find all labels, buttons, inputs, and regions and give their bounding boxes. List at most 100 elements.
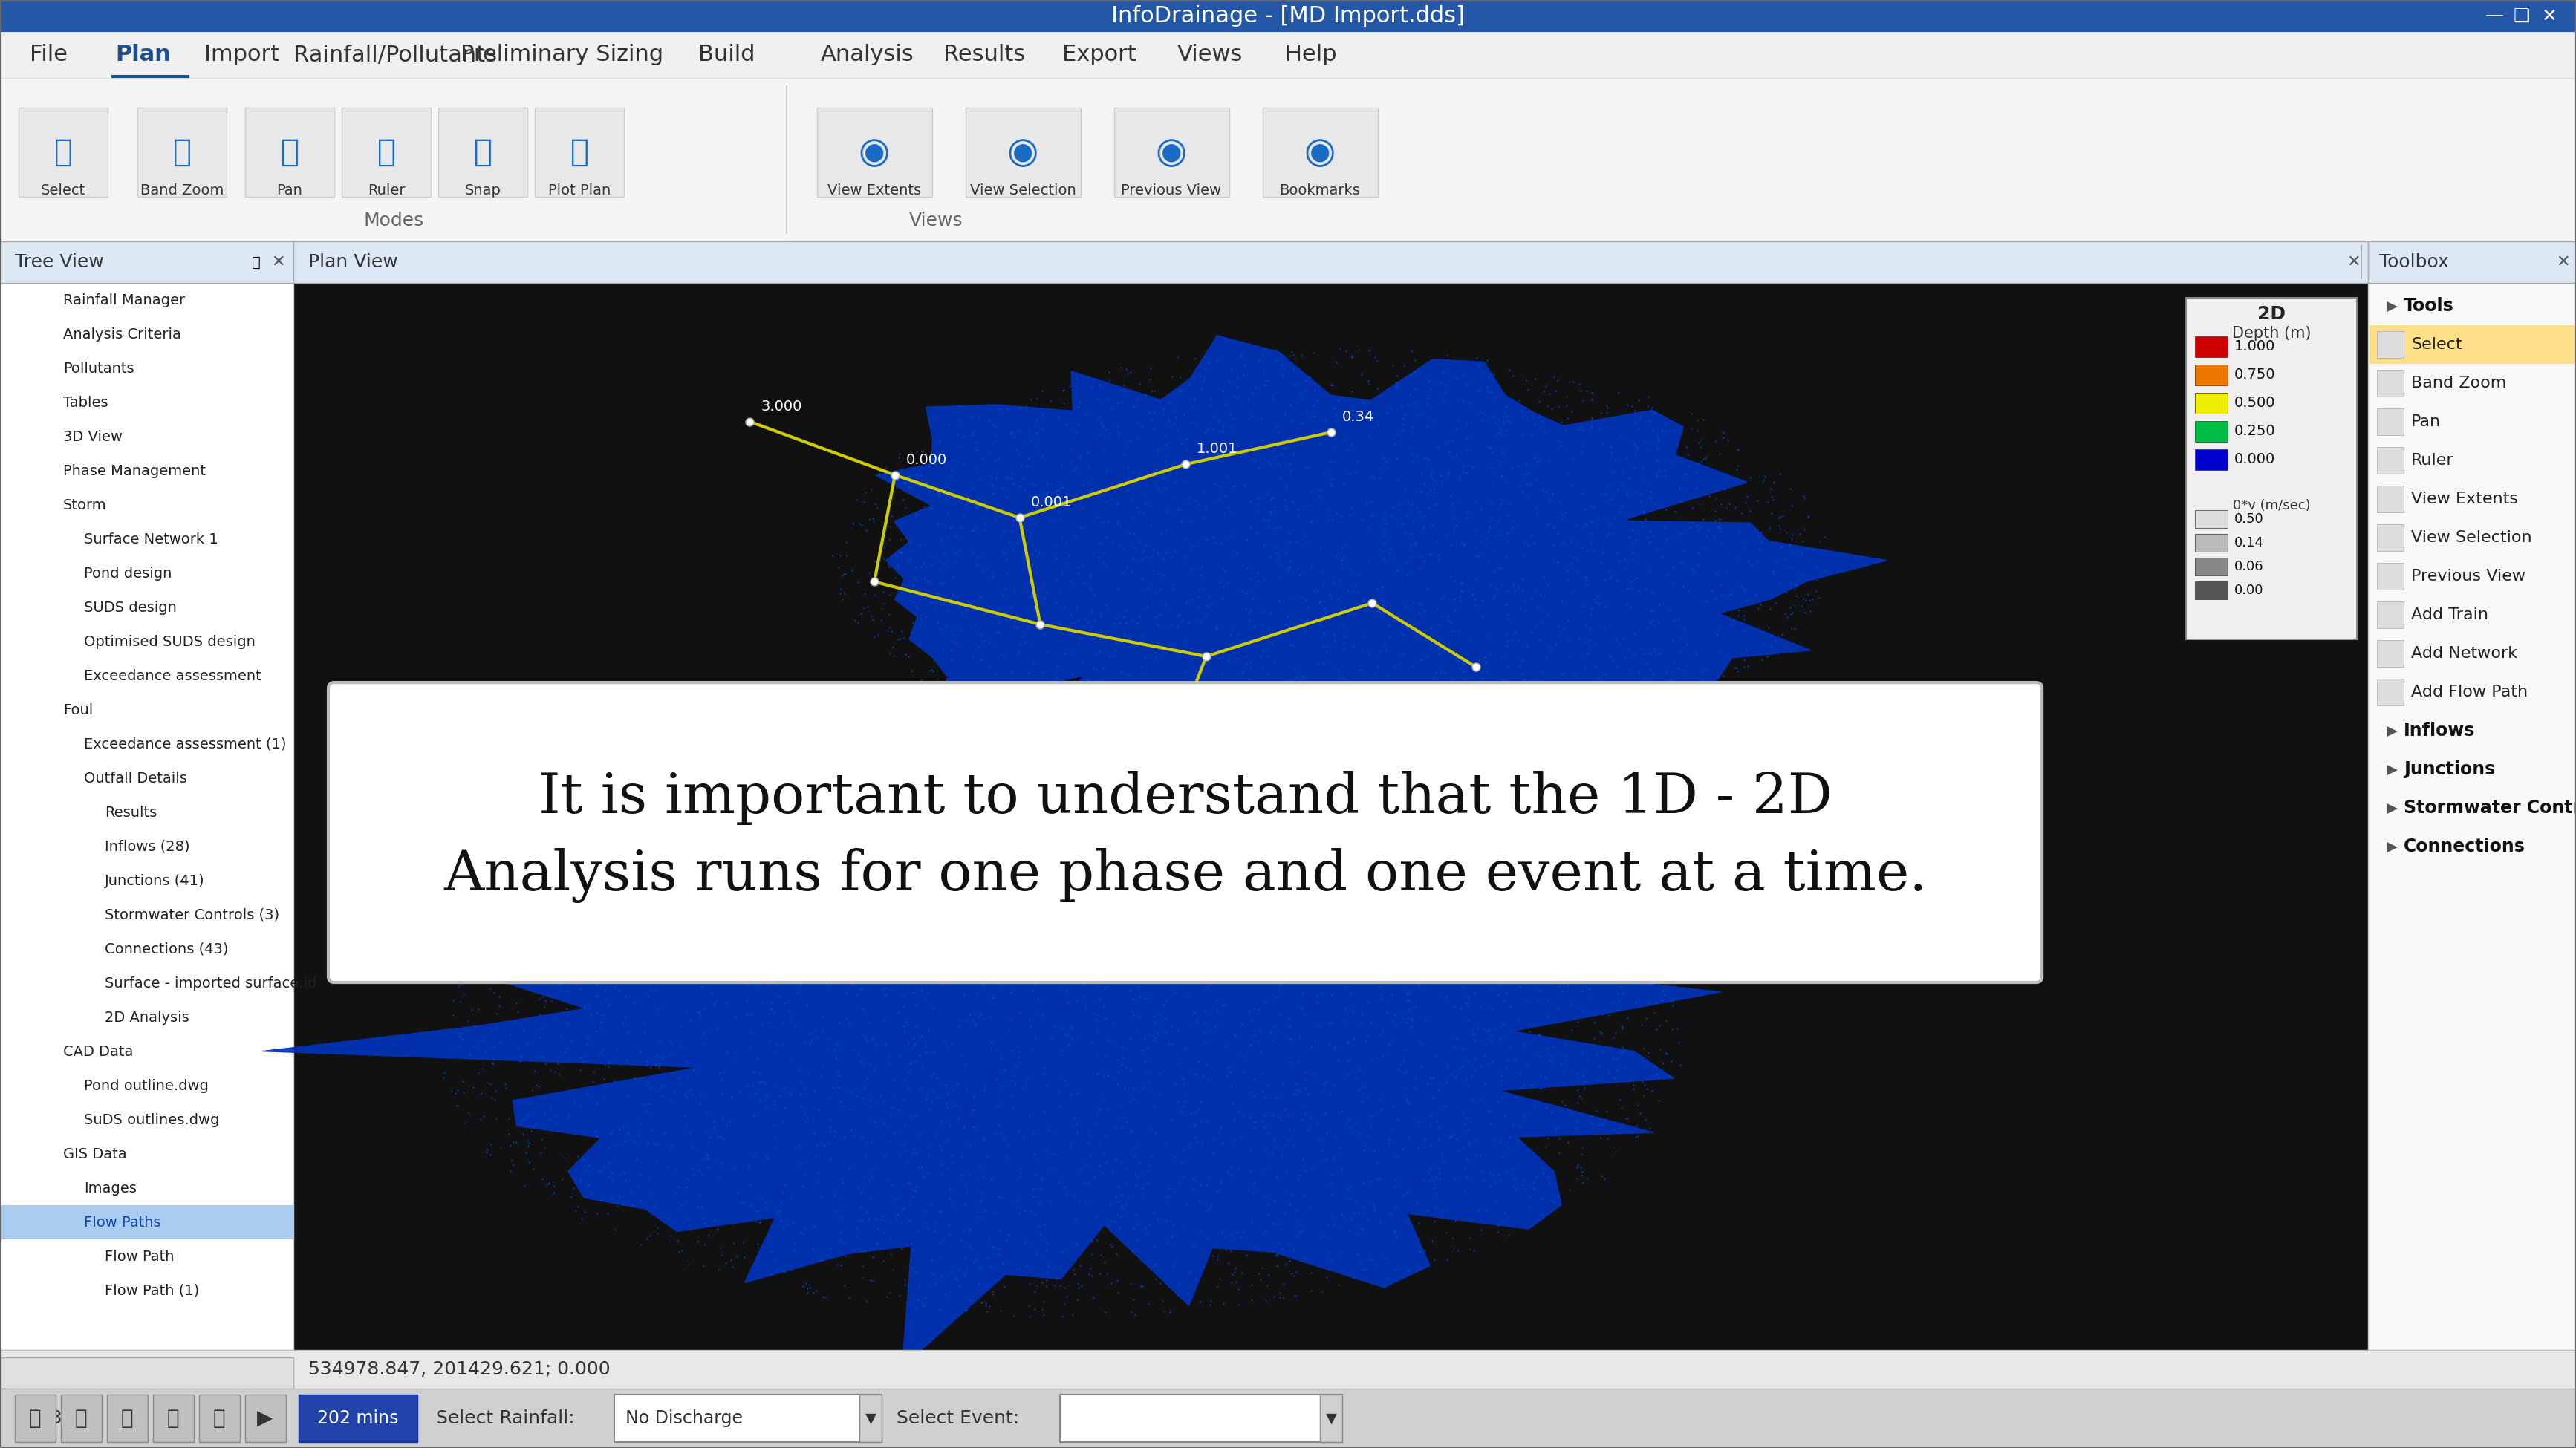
Bar: [2195, 557, 2228, 575]
Bar: [2378, 485, 2403, 513]
Text: ◉: ◉: [858, 135, 889, 169]
Bar: [152, 1394, 193, 1442]
Text: ▶: ▶: [2385, 801, 2398, 815]
Text: Tools: Tools: [2403, 297, 2455, 314]
Text: ⬛: ⬛: [376, 136, 397, 168]
Text: Plan: Plan: [116, 45, 170, 65]
Text: Select Rainfall:: Select Rainfall:: [435, 1409, 574, 1428]
Text: Select Event:: Select Event:: [896, 1409, 1020, 1428]
Text: 3D View: 3D View: [64, 430, 124, 443]
Text: Stormwater Controls: Stormwater Controls: [2403, 799, 2576, 817]
Bar: [0, 78, 2576, 242]
Text: Toolbox: Toolbox: [2380, 253, 2450, 271]
Bar: [1115, 107, 1229, 197]
Text: Exceedance assessment: Exceedance assessment: [85, 669, 260, 683]
Bar: [2195, 421, 2228, 442]
Bar: [0, 1350, 2576, 1389]
Text: ▼: ▼: [866, 1412, 876, 1425]
Text: Help: Help: [1285, 45, 1337, 65]
Text: ▶: ▶: [2385, 724, 2398, 737]
Bar: [0, 0, 2576, 32]
Bar: [2378, 332, 2403, 358]
Text: ▶: ▶: [2385, 762, 2398, 776]
Text: Snap: Snap: [464, 184, 500, 198]
Polygon shape: [876, 336, 1888, 778]
Bar: [0, 1389, 2576, 1448]
Bar: [2378, 408, 2403, 436]
Text: 2023.2: 2023.2: [15, 1409, 80, 1428]
Text: 0.500: 0.500: [2233, 397, 2275, 410]
Bar: [2378, 640, 2403, 668]
Text: Views: Views: [909, 211, 963, 229]
Bar: [0, 78, 788, 242]
Text: Flow Path (1): Flow Path (1): [106, 1283, 198, 1297]
Text: 3.000: 3.000: [760, 400, 801, 414]
Bar: [0, 1357, 294, 1389]
Text: Build: Build: [698, 45, 755, 65]
Text: 534978.847, 201429.621; 0.000: 534978.847, 201429.621; 0.000: [309, 1360, 611, 1378]
Text: Pan: Pan: [2411, 414, 2442, 429]
Text: Add Network: Add Network: [2411, 646, 2517, 660]
Bar: [245, 107, 335, 197]
Text: View Extents: View Extents: [827, 184, 922, 198]
Bar: [2195, 582, 2228, 599]
Text: Export: Export: [1061, 45, 1136, 65]
Text: Results: Results: [943, 45, 1025, 65]
Text: Bookmarks: Bookmarks: [1280, 184, 1360, 198]
Bar: [299, 1394, 417, 1442]
Text: Pollutants: Pollutants: [64, 361, 134, 375]
Bar: [294, 242, 2367, 282]
Text: 0.00: 0.00: [2233, 584, 2264, 597]
Text: Flow Paths: Flow Paths: [85, 1215, 160, 1229]
Text: 0.250: 0.250: [2233, 424, 2275, 439]
Bar: [2378, 679, 2403, 705]
Bar: [2195, 392, 2228, 414]
Bar: [536, 107, 623, 197]
Bar: [0, 32, 2576, 78]
Text: Junctions (41): Junctions (41): [106, 873, 204, 888]
Bar: [0, 242, 294, 282]
Bar: [2378, 563, 2403, 589]
Text: —: —: [2486, 7, 2504, 25]
Text: Inflows (28): Inflows (28): [106, 840, 191, 853]
Text: ✕: ✕: [2543, 7, 2558, 25]
Text: It is important to understand that the 1D - 2D: It is important to understand that the 1…: [538, 770, 1832, 825]
Text: Tables: Tables: [64, 395, 108, 410]
Text: Previous View: Previous View: [2411, 569, 2524, 584]
Text: ⬛: ⬛: [474, 136, 492, 168]
Text: Stormwater Controls (3): Stormwater Controls (3): [106, 908, 278, 922]
Text: Band Zoom: Band Zoom: [139, 184, 224, 198]
Text: 0.50: 0.50: [2233, 513, 2264, 526]
Text: Phase Management: Phase Management: [64, 463, 206, 478]
Bar: [2195, 365, 2228, 385]
Text: ⬛: ⬛: [569, 136, 590, 168]
Bar: [1262, 107, 1378, 197]
Text: 0.14: 0.14: [2233, 536, 2264, 549]
Text: Add Flow Path: Add Flow Path: [2411, 685, 2527, 699]
Bar: [62, 1394, 103, 1442]
Text: Rainfall Manager: Rainfall Manager: [64, 292, 185, 307]
Text: ✕: ✕: [2347, 255, 2360, 269]
Text: ◉: ◉: [1303, 135, 1337, 169]
Text: CAD Data: CAD Data: [64, 1044, 134, 1058]
Text: Pan: Pan: [276, 184, 301, 198]
Text: 0.34: 0.34: [1342, 410, 1373, 424]
Bar: [2367, 242, 2576, 282]
Text: Surface - imported surface.id: Surface - imported surface.id: [106, 976, 317, 990]
Text: File: File: [31, 45, 67, 65]
Text: Outfall Details: Outfall Details: [85, 772, 188, 785]
Text: 0.750: 0.750: [2233, 368, 2275, 382]
Text: Connections (43): Connections (43): [106, 943, 229, 956]
Bar: [817, 107, 933, 197]
Bar: [245, 1394, 286, 1442]
Bar: [1059, 1394, 1342, 1442]
Text: View Selection: View Selection: [969, 184, 1077, 198]
Text: 0.06: 0.06: [2233, 560, 2264, 573]
Bar: [0, 1205, 294, 1239]
Bar: [108, 1394, 147, 1442]
Text: Inflows: Inflows: [2403, 721, 2476, 740]
Text: Import: Import: [204, 45, 278, 65]
Bar: [0, 282, 294, 1350]
Text: ⏩: ⏩: [167, 1407, 180, 1429]
Text: Foul: Foul: [64, 702, 93, 717]
